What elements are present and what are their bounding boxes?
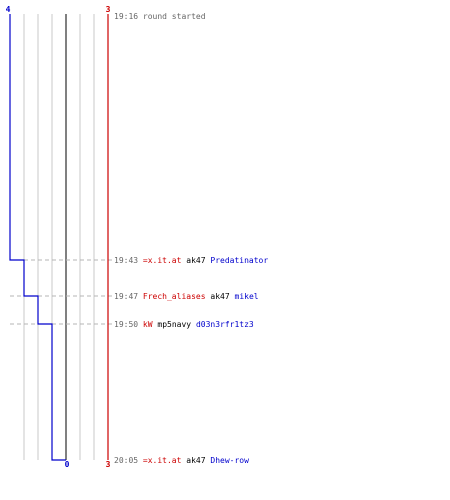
event-weapon: ak47	[186, 256, 205, 265]
blue-team-line	[9, 14, 66, 461]
event-time: 20:05	[114, 456, 138, 465]
event-weapon: ak47	[210, 292, 229, 301]
event-time: 19:16	[114, 12, 138, 21]
event-entry: 19:50 kW mp5navy d03n3rfr1tz3	[114, 320, 254, 329]
event-weapon: mp5navy	[157, 320, 191, 329]
event-killer: Frech_aliases	[143, 292, 206, 301]
blue-start-count: 4	[6, 5, 11, 14]
event-killer: =x.it.at	[143, 456, 182, 465]
event-entry: 19:16 round started	[114, 12, 206, 21]
red-end-count: 3	[106, 460, 111, 469]
axis-labels: 4 3 0 3	[6, 5, 111, 469]
event-entry: 19:43 =x.it.at ak47 Predatinator	[114, 256, 268, 265]
event-entry: 19:47 Frech_aliases ak47 mikel	[114, 292, 259, 301]
event-text: round started	[143, 12, 206, 21]
red-start-count: 3	[106, 5, 111, 14]
event-victim: Predatinator	[210, 256, 268, 265]
event-weapon: ak47	[186, 456, 205, 465]
event-victim: d03n3rfr1tz3	[196, 320, 254, 329]
event-log: 19:16 round started 19:43 =x.it.at ak47 Preda…	[114, 12, 268, 465]
grid-lines	[23, 14, 95, 460]
event-entry: 20:05 =x.it.at ak47 Dhew-row	[114, 456, 249, 465]
series-lines	[9, 14, 109, 461]
event-killer: =x.it.at	[143, 256, 182, 265]
event-victim: mikel	[235, 292, 259, 301]
event-victim: Dhew-row	[210, 456, 249, 465]
event-time: 19:47	[114, 292, 138, 301]
blue-end-count: 0	[65, 460, 70, 469]
event-time: 19:50	[114, 320, 138, 329]
event-killer: kW	[143, 320, 153, 329]
event-connector-lines	[10, 259, 112, 325]
event-time: 19:43	[114, 256, 138, 265]
